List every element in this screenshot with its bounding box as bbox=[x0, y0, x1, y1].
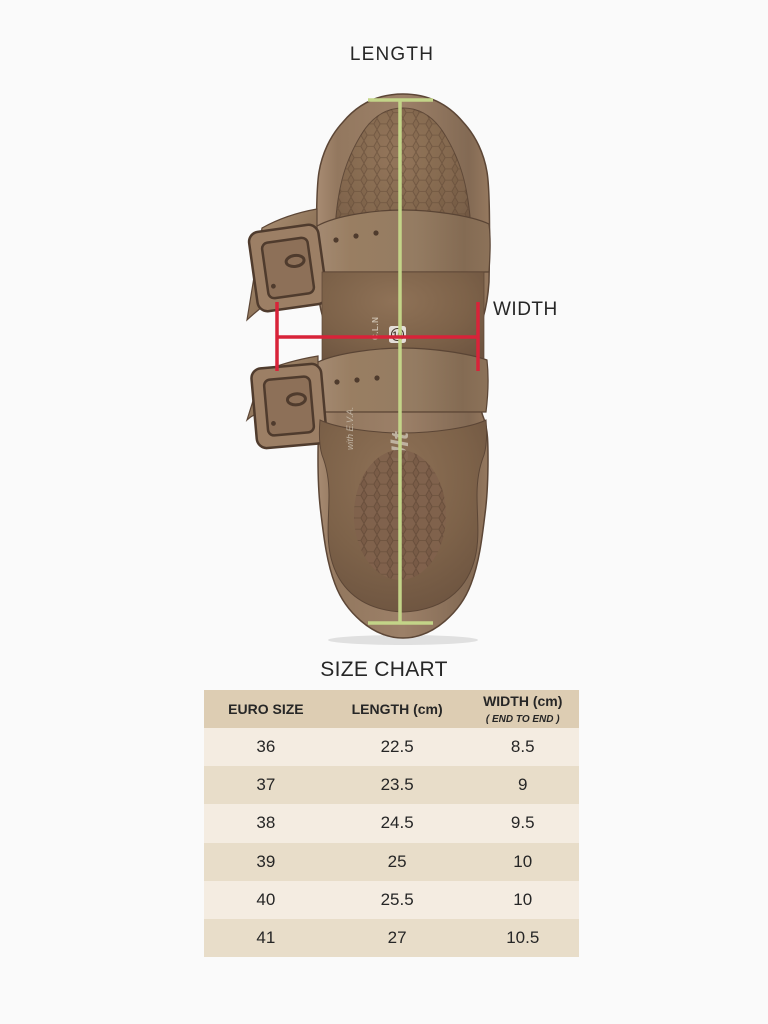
svg-text:with E.V.A.: with E.V.A. bbox=[345, 407, 355, 450]
